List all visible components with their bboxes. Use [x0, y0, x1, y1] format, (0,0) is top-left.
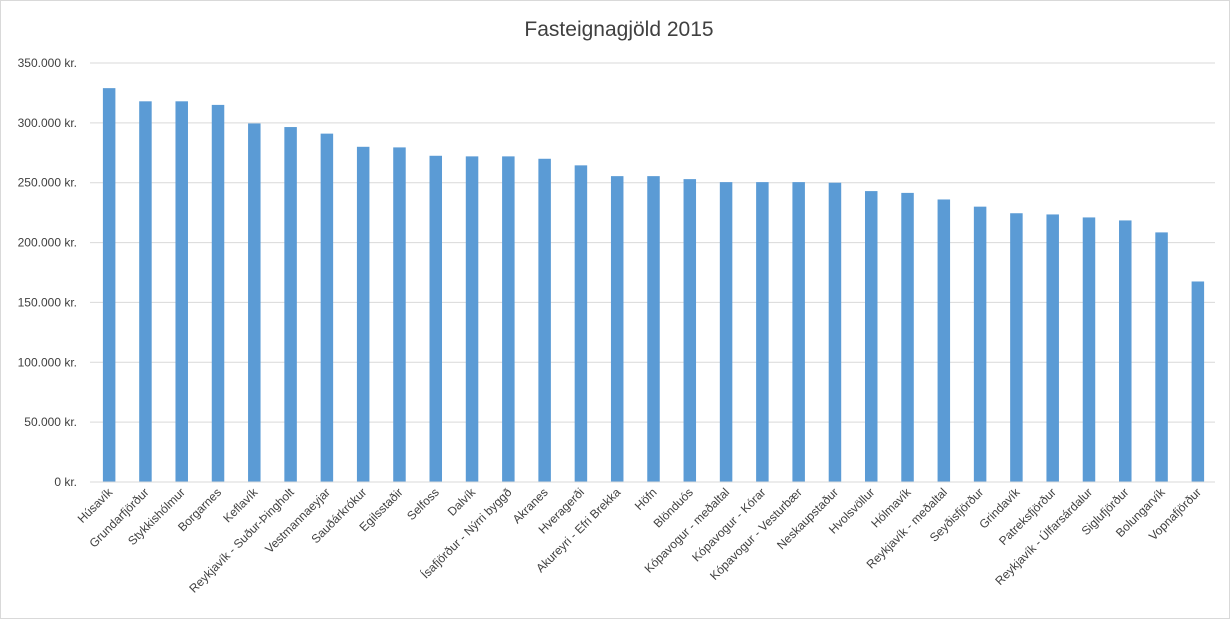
bar: [1082, 217, 1096, 482]
bar: [828, 182, 842, 482]
bar: [756, 182, 769, 482]
bars: [102, 88, 1205, 483]
x-axis-category-labels: HúsavíkGrundarfjörðurStykkishólmurBorgar…: [75, 484, 1204, 595]
x-category-label: Selfoss: [404, 485, 442, 523]
x-category-label: Höfn: [632, 485, 660, 513]
bar: [320, 133, 334, 483]
bar: [429, 155, 443, 482]
x-category-label: Dalvík: [445, 485, 479, 519]
bar: [1046, 214, 1059, 482]
bar: [175, 101, 188, 483]
y-tick-label: 50.000 kr.: [24, 415, 77, 429]
y-axis-tick-labels: 0 kr. 50.000 kr. 100.000 kr. 150.000 kr. 200…: [18, 56, 77, 489]
chart-title: Fasteignagjöld 2015: [524, 18, 713, 41]
bar: [610, 176, 624, 482]
bar: [502, 156, 515, 482]
bar: [1155, 232, 1168, 482]
bar: [574, 165, 588, 482]
y-tick-label: 100.000 kr.: [18, 355, 77, 369]
y-tick-label: 300.000 kr.: [18, 116, 77, 130]
y-tick-label: 150.000 kr.: [18, 295, 77, 309]
bar: [973, 206, 987, 482]
bar: [102, 88, 116, 482]
bar: [393, 147, 406, 483]
bar: [719, 182, 733, 482]
bar: [792, 182, 805, 482]
bar: [647, 176, 660, 482]
bar: [1191, 281, 1205, 482]
bar: [901, 192, 914, 482]
bar: [683, 179, 697, 482]
bar: [211, 104, 225, 483]
bar: [937, 199, 951, 482]
y-tick-label: 250.000 kr.: [18, 176, 77, 190]
y-tick-label: 0 kr.: [54, 475, 77, 489]
y-tick-label: 200.000 kr.: [18, 236, 77, 250]
x-category-label: Vestmannaeyjar: [262, 485, 333, 556]
y-tick-label: 350.000 kr.: [18, 56, 77, 70]
bar: [284, 127, 297, 482]
bar: [356, 146, 370, 483]
bar: [139, 101, 152, 483]
bar: [864, 191, 878, 482]
bar: [1119, 220, 1132, 482]
bar: [1010, 213, 1023, 482]
bar: [465, 156, 479, 482]
bar: [248, 123, 261, 482]
bar: [538, 158, 551, 482]
